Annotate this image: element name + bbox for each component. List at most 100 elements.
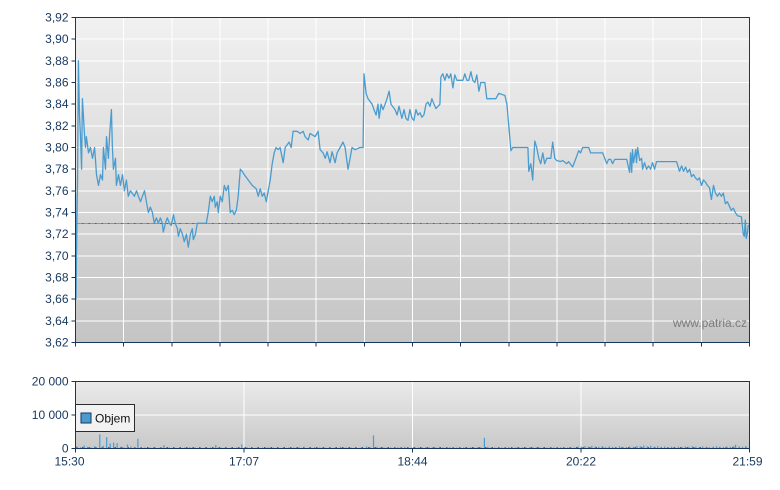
- volume-bar: [428, 447, 430, 449]
- volume-bar: [646, 446, 648, 449]
- volume-plot-gridlines: [75, 381, 750, 449]
- volume-bar: [570, 447, 572, 449]
- volume-bar: [608, 446, 610, 449]
- volume-bar: [719, 446, 721, 449]
- volume-axis-labels: 20 000 10 000 0: [32, 375, 69, 456]
- volume-bar: [560, 447, 562, 449]
- volume-bar: [722, 447, 725, 449]
- volume-bar: [83, 445, 85, 449]
- time-axis-labels: 15:30 17:07 18:44 20:22 21:59: [54, 455, 762, 469]
- volume-bar: [116, 443, 118, 449]
- volume-bar: [298, 447, 300, 449]
- volume-bar: [94, 446, 96, 449]
- price-tick-label: 3,70: [45, 249, 69, 263]
- watermark: www.patria.cz: [672, 316, 747, 330]
- time-tick-label: 17:07: [229, 455, 259, 469]
- volume-bar: [601, 446, 603, 449]
- volume-bar: [483, 437, 485, 449]
- volume-bar: [629, 446, 631, 449]
- volume-bar: [366, 446, 368, 449]
- volume-bar: [698, 447, 700, 449]
- volume-bar: [625, 447, 628, 449]
- volume-bar: [99, 434, 101, 449]
- legend-swatch-icon: [80, 412, 92, 424]
- volume-bar: [334, 447, 336, 449]
- volume-bar: [587, 446, 589, 449]
- volume-bar: [340, 446, 342, 449]
- price-tick-label: 3,76: [45, 184, 69, 198]
- main-plot-frame: [71, 17, 750, 347]
- volume-bar: [716, 446, 718, 449]
- volume-bar: [705, 446, 707, 449]
- volume-bar: [418, 447, 420, 449]
- price-tick-label: 3,84: [45, 97, 69, 111]
- time-tick-label: 20:22: [566, 455, 596, 469]
- volume-bar: [733, 446, 735, 449]
- volume-bar: [314, 447, 316, 449]
- volume-bar: [80, 447, 82, 449]
- volume-bar: [695, 446, 697, 449]
- volume-bar: [372, 435, 375, 449]
- volume-bar: [487, 446, 489, 449]
- volume-bar: [660, 446, 662, 449]
- time-tick-label: 18:44: [397, 455, 427, 469]
- time-tick-label: 21:59: [732, 455, 762, 469]
- price-tick-label: 3,86: [45, 76, 69, 90]
- volume-bar: [449, 447, 451, 449]
- volume-bar: [643, 445, 645, 449]
- price-tick-label: 3,62: [45, 336, 69, 350]
- volume-bar: [438, 446, 440, 449]
- volume-bar: [650, 445, 652, 449]
- volume-bar: [87, 446, 89, 449]
- volume-bar: [563, 447, 565, 449]
- volume-bar: [215, 445, 217, 449]
- price-tick-label: 3,74: [45, 206, 69, 220]
- volume-bar: [267, 447, 269, 449]
- volume-bar: [712, 446, 714, 449]
- volume-bar: [632, 446, 634, 449]
- price-tick-label: 3,64: [45, 314, 69, 328]
- volume-bar: [702, 446, 704, 449]
- volume-bar: [442, 447, 444, 449]
- volume-bar: [598, 446, 600, 449]
- volume-bar: [591, 445, 593, 449]
- volume-bar: [508, 447, 510, 449]
- volume-bar: [109, 443, 111, 449]
- volume-bar: [619, 446, 621, 449]
- volume-bar: [76, 446, 78, 449]
- volume-bar: [742, 446, 744, 449]
- volume-bar: [674, 447, 676, 449]
- volume-bar: [137, 438, 139, 449]
- legend: Objem: [75, 404, 135, 432]
- price-line: [74, 60, 751, 300]
- volume-bar: [580, 446, 582, 449]
- volume-bar: [130, 446, 132, 449]
- volume-bar: [622, 446, 624, 449]
- volume-bar: [612, 446, 614, 449]
- volume-bar: [691, 446, 693, 449]
- volume-bar: [657, 446, 659, 449]
- volume-bar: [126, 444, 129, 449]
- volume-bar: [726, 446, 728, 449]
- volume-tick-label: 0: [62, 442, 69, 456]
- volume-tick-label: 20 000: [32, 375, 69, 389]
- volume-bar: [159, 447, 161, 449]
- price-tick-label: 3,66: [45, 292, 69, 306]
- volume-bar: [163, 445, 165, 449]
- price-polyline: [74, 60, 751, 300]
- price-tick-label: 3,78: [45, 162, 69, 176]
- volume-bar: [664, 446, 666, 449]
- volume-bar: [459, 447, 461, 449]
- volume-bar: [386, 447, 388, 449]
- volume-bar: [639, 446, 641, 449]
- volume-bar: [476, 447, 479, 449]
- volume-bar: [605, 447, 607, 449]
- volume-bar: [355, 447, 357, 449]
- volume-tick-label: 10 000: [32, 408, 69, 422]
- volume-bar: [532, 447, 534, 449]
- volume-bar: [369, 447, 371, 449]
- price-tick-label: 3,90: [45, 32, 69, 46]
- volume-bar: [497, 447, 499, 449]
- legend-label: Objem: [95, 412, 130, 426]
- volume-bar: [615, 447, 617, 449]
